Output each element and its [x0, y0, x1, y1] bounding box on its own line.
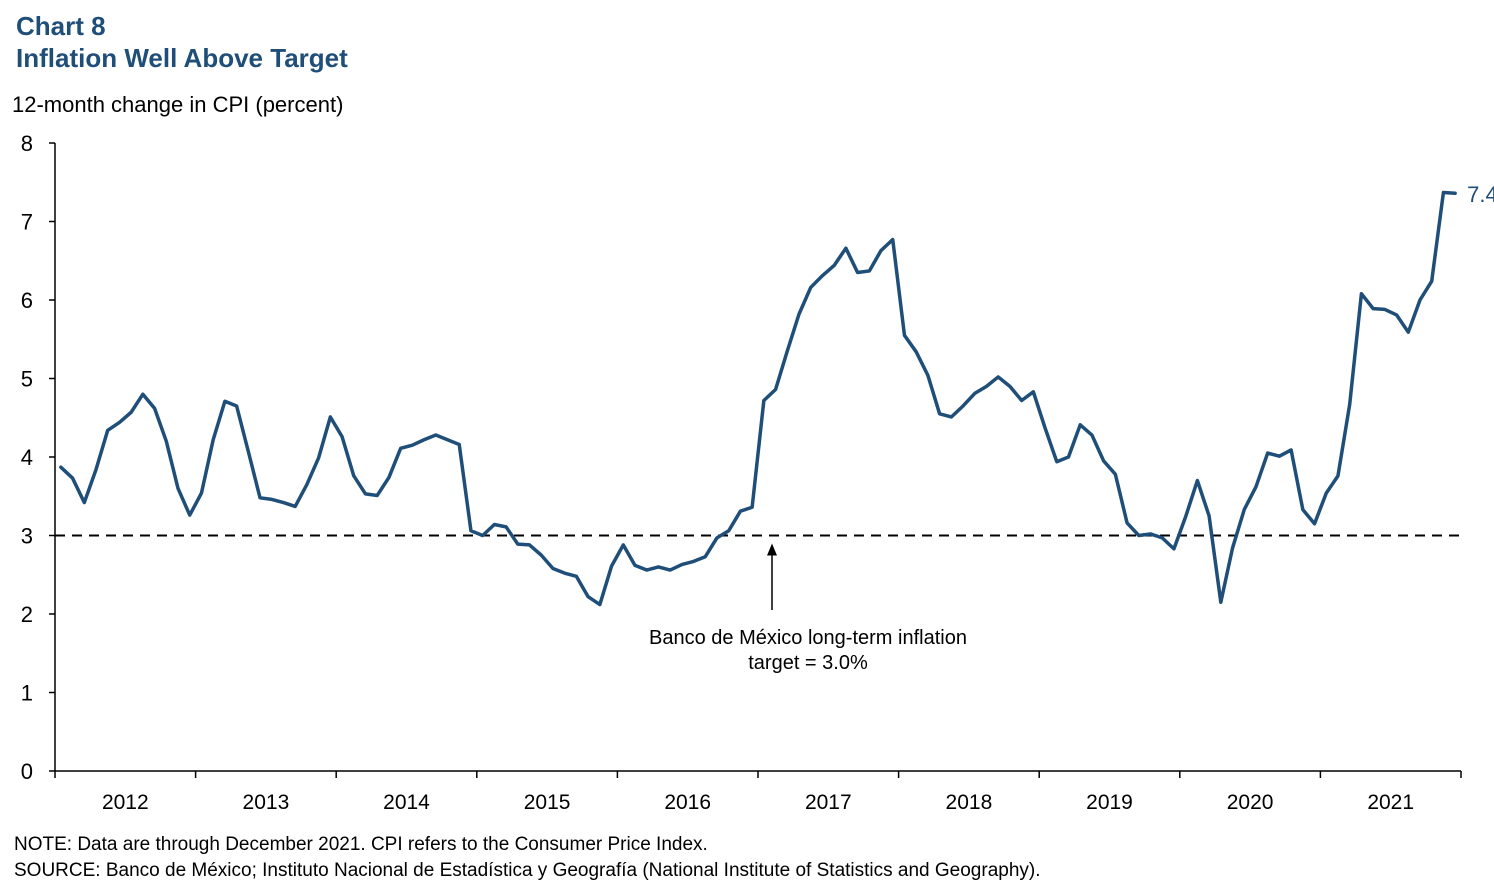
- x-tick-label: 2018: [946, 791, 993, 814]
- end-value-label: 7.4: [1467, 182, 1494, 207]
- title-block: Chart 8 Inflation Well Above Target: [16, 10, 348, 74]
- y-tick-label: 5: [21, 367, 33, 392]
- source-text: SOURCE: Banco de México; Instituto Nacio…: [14, 860, 1041, 881]
- x-tick-label: 2019: [1086, 791, 1133, 814]
- series-group: [59, 190, 1457, 607]
- x-tick-label: 2012: [102, 791, 149, 814]
- note-text: NOTE: Data are through December 2021. CP…: [14, 834, 708, 855]
- y-axis-label: 12-month change in CPI (percent): [12, 92, 344, 117]
- x-tick-label: 2015: [524, 791, 571, 814]
- y-tick-label: 4: [21, 445, 33, 470]
- x-tick-label: 2020: [1227, 791, 1274, 814]
- y-tick-label: 8: [21, 131, 33, 156]
- y-tick-label: 1: [21, 681, 33, 706]
- target-label-line2: target = 3.0%: [748, 652, 868, 674]
- x-tick-label: 2016: [664, 791, 711, 814]
- x-tick-label: 2021: [1367, 791, 1414, 814]
- y-tick-label: 3: [21, 524, 33, 549]
- y-tick-label: 0: [21, 759, 33, 784]
- chart-title: Inflation Well Above Target: [16, 43, 348, 73]
- axes: 0 1 2 3 4 5 6 7 8 2012 2013 2014 2015 2016 2017 2018 201…: [21, 131, 1462, 814]
- cpi-inflation-line: [59, 190, 1457, 607]
- x-tick-label: 2013: [243, 791, 290, 814]
- chart-number: Chart 8: [16, 11, 106, 41]
- target-label-line1: Banco de México long-term inflation: [649, 627, 967, 649]
- y-tick-label: 2: [21, 602, 33, 627]
- notes: NOTE: Data are through December 2021. CP…: [14, 832, 1041, 884]
- x-tick-label: 2017: [805, 791, 852, 814]
- line-chart: 0 1 2 3 4 5 6 7 8 2012 2013 2014 2015 2016 2017 2018 201…: [21, 131, 1494, 814]
- x-tick-label: 2014: [383, 791, 430, 814]
- y-tick-label: 6: [21, 288, 33, 313]
- y-tick-label: 7: [21, 210, 33, 235]
- annotations: 7.4 Banco de México long-term inflation ta…: [649, 182, 1494, 674]
- target-arrow-head: [767, 543, 777, 556]
